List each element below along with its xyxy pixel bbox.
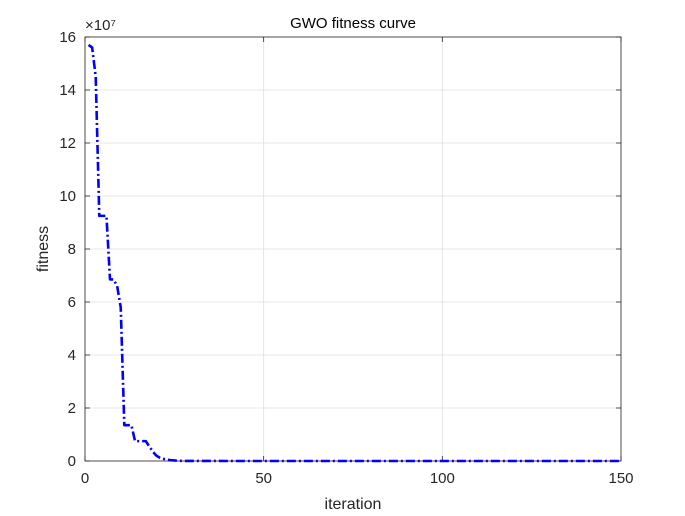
y-tick-label: 10: [59, 188, 76, 205]
y-tick-label: 8: [68, 241, 76, 258]
y-tick-label: 0: [68, 453, 76, 470]
x-tick-label: 100: [430, 470, 455, 487]
chart-title: GWO fitness curve: [290, 15, 416, 32]
x-tick-label: 150: [608, 470, 633, 487]
x-tick-label: 50: [255, 470, 272, 487]
x-tick-label: 0: [81, 470, 89, 487]
series-group: [87, 43, 621, 463]
y-axis-label: fitness: [35, 226, 52, 272]
fitness-series-line: [87, 43, 621, 463]
x-axis-label: iteration: [325, 496, 382, 513]
y-tick-label: 6: [68, 294, 76, 311]
y-tick-labels: 0 2 4 6 8 10 12 14 16: [59, 29, 76, 470]
y-tick-label: 2: [68, 400, 76, 417]
y-exponent-label: ×10⁷: [85, 17, 116, 34]
x-tick-labels: 0 50 100 150: [81, 470, 634, 487]
y-tick-label: 4: [68, 347, 76, 364]
y-tick-label: 14: [59, 82, 76, 99]
y-tick-label: 12: [59, 135, 76, 152]
y-tick-label: 16: [59, 29, 76, 46]
